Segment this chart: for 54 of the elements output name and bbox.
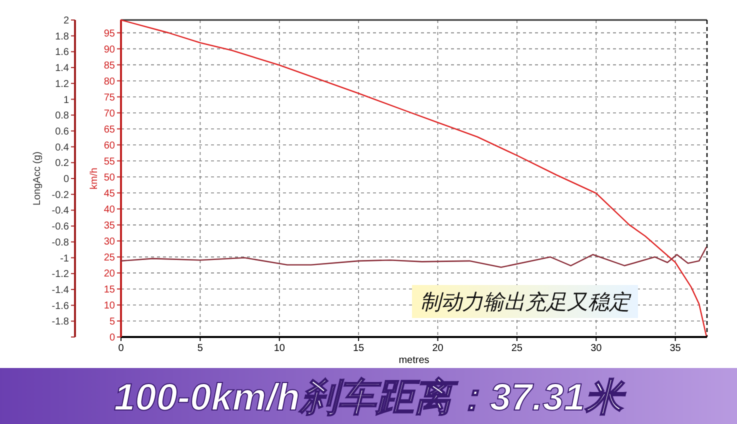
y2-tick-label: -0.4 [52,206,70,217]
y2-tick-label: -0.2 [52,190,70,201]
x-tick-label: 30 [590,343,602,354]
y-tick-label: 85 [104,60,116,72]
line-series [120,246,707,268]
y-tick-label: 50 [104,172,116,184]
y-tick-label: 65 [104,124,116,136]
y2-tick-label: 0.8 [55,110,70,122]
y2-axis-title: LongAcc (g) [32,152,43,206]
y-tick-label: 70 [104,108,116,120]
y2-tick-label: -1.6 [52,300,70,312]
y2-tick-label: 1.4 [55,63,70,74]
y2-tick-label: -0.6 [52,222,70,233]
y-tick-label: 90 [104,44,116,56]
y-tick-label: 40 [104,204,116,216]
x-tick-label: 20 [432,343,444,354]
y-tick-label: 60 [104,140,116,152]
y-tick-label: 5 [109,316,116,328]
y2-tick-label: 0.2 [55,158,70,170]
x-tick-label: 15 [353,343,365,354]
y-tick-label: 95 [104,28,116,40]
y2-tick-label: -1.2 [52,269,70,280]
y-tick-label: 55 [104,156,116,168]
y2-tick-label: 1.8 [55,31,70,42]
y2-tick-label: -1.4 [52,284,70,296]
y2-tick-label: 1.6 [55,47,70,58]
y-tick-label: 30 [104,236,116,248]
x-tick-label: 35 [670,343,682,354]
y-tick-label: 25 [104,252,116,264]
y2-tick-label: 2 [63,16,70,26]
x-axis-title: metres [398,355,430,366]
y-tick-label: 35 [104,220,116,232]
y-tick-label: 20 [104,268,116,280]
y-tick-label: 0 [109,332,116,344]
x-tick-label: 10 [274,343,286,354]
y-tick-label: 75 [104,92,116,104]
x-tick-label: 25 [511,343,523,354]
y-tick-label: 10 [104,300,116,312]
y2-tick-label: -1.8 [52,316,70,328]
x-tick-label: 0 [118,343,124,354]
y2-tick-label: 1.2 [55,78,70,90]
y2-tick-label: 0 [63,174,70,185]
annotation: 制动力输出充足又稳定 [420,291,632,314]
x-tick-label: 5 [197,343,204,354]
y2-tick-label: 1 [63,94,70,106]
y-tick-label: 45 [104,188,116,200]
y2-tick-label: 0.6 [55,126,70,138]
y2-tick-label: 0.4 [55,142,70,154]
y2-tick-label: -1 [60,253,70,264]
y2-tick-label: -0.8 [52,237,70,248]
y-axis-title: km/h [89,168,100,190]
y-tick-label: 80 [104,76,116,88]
text: 100-0km/h刹车距离：37.31米 [114,376,627,419]
y-tick-label: 15 [104,284,116,296]
